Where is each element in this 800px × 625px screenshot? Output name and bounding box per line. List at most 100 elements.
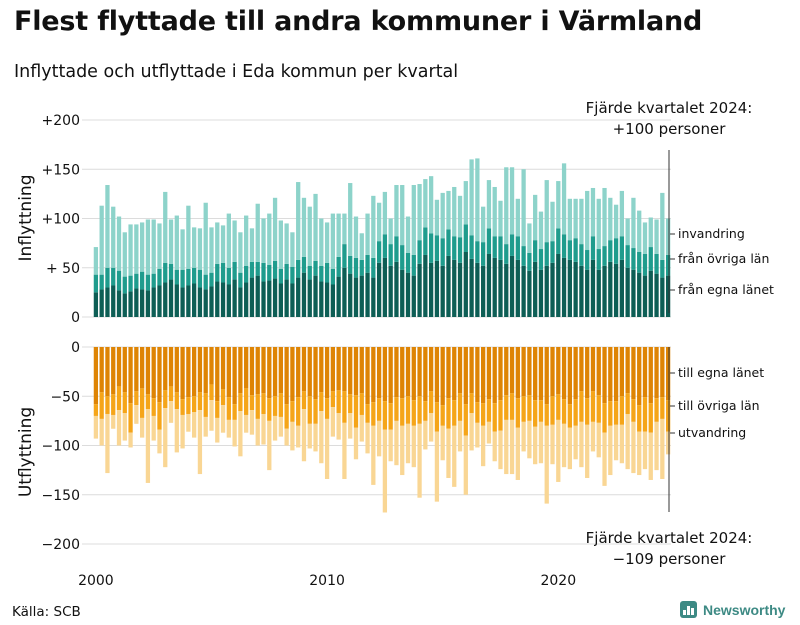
in-bar-abroad [99,205,104,275]
in-bar-own-county [388,265,393,317]
in-bar-own-county [475,262,480,317]
in-bar-abroad [128,224,133,276]
in-bar-other-county [423,227,428,255]
in-bar-own-county [515,259,520,317]
out-bar-own-county [330,347,336,392]
out-bar-abroad [296,425,301,448]
out-bar-abroad [625,413,630,470]
out-bar-other-county [428,391,434,413]
in-bar-abroad [486,180,492,229]
out-bar-abroad [417,423,422,498]
in-bar-own-county [238,287,243,317]
out-bar-own-county [139,347,145,389]
out-bar-own-county [324,347,330,399]
in-bar-other-county [515,236,520,260]
out-bar-other-county [463,404,468,436]
out-bar-other-county [99,392,104,419]
in-bar-other-county [99,274,104,290]
out-bar-own-county [134,347,139,392]
out-bar-other-county [301,391,307,410]
out-bar-abroad [215,417,220,443]
in-bar-own-county [394,261,399,317]
xtick-label: 2000 [78,573,114,589]
out-bar-own-county [232,347,237,405]
out-bar-other-county [660,397,665,419]
out-bar-other-county [533,400,538,427]
in-bar-abroad [642,222,648,254]
out-bar-abroad [116,410,122,446]
in-bar-own-county [538,269,544,317]
in-bar-other-county [411,254,416,276]
out-bar-own-county [423,347,428,402]
in-bar-abroad [469,159,474,236]
out-bar-other-county [359,393,364,415]
out-bar-abroad [475,422,480,448]
out-bar-other-county [197,392,203,411]
in-bar-abroad [319,218,324,266]
out-bar-own-county [180,347,185,400]
out-bar-other-county [238,393,243,412]
in-bar-own-county [111,285,116,317]
in-bar-other-county [504,244,509,264]
in-bar-own-county [509,255,515,317]
in-bar-own-county [469,258,474,317]
out-bar-other-county [486,399,492,422]
in-bar-abroad [376,202,382,242]
in-bar-other-county [492,236,497,258]
out-bar-own-county [342,347,347,392]
series-label-inflyttning: invandring [678,226,745,241]
source-note: Källa: SCB [12,604,81,620]
out-bar-other-county [336,390,341,413]
out-bar-other-county [446,398,451,429]
in-bar-own-county [590,259,596,317]
in-bar-other-county [238,272,243,288]
out-bar-other-county [469,393,474,413]
out-bar-abroad [585,424,590,478]
out-bar-own-county [556,347,561,395]
out-bar-other-county [319,392,324,412]
in-bar-own-county [596,269,601,317]
in-bar-abroad [382,191,388,235]
in-bar-own-county [411,275,416,317]
out-bar-own-county [163,347,168,391]
in-bar-own-county [348,273,353,317]
out-bar-other-county [567,404,572,428]
in-bar-other-county [203,274,208,290]
out-bar-own-county [122,347,127,393]
out-bar-own-county [192,347,197,397]
out-bar-other-county [284,404,289,429]
out-bar-own-county [475,347,480,403]
out-bar-own-county [353,347,359,396]
in-bar-other-county [481,242,486,266]
out-bar-other-county [573,399,578,426]
in-bar-own-county [602,265,607,317]
out-bar-other-county [93,404,99,416]
out-bar-own-county [365,347,370,405]
in-bar-abroad [533,194,538,241]
in-bar-other-county [122,276,127,294]
out-bar-other-county [232,404,237,420]
out-bar-other-county [157,402,162,430]
in-bar-own-county [365,272,370,317]
in-bar-abroad [168,219,174,264]
out-bar-own-county [313,347,318,400]
out-bar-abroad [608,425,613,476]
out-bar-own-county [527,347,532,396]
out-bar-abroad [336,413,341,440]
out-bar-own-county [665,347,671,401]
in-bar-abroad [498,200,503,237]
in-bar-abroad [348,183,353,256]
in-bar-abroad [579,198,584,245]
annotation-period-top: Fjärde kvartalet 2024: [586,99,753,117]
in-bar-other-county [457,237,463,263]
out-bar-abroad [307,423,312,449]
in-bar-other-county [521,246,526,266]
in-bar-other-county [168,263,174,280]
in-bar-own-county [168,279,174,317]
in-bar-abroad [446,190,451,230]
out-bar-abroad [278,416,283,437]
out-bar-abroad [509,419,515,475]
in-bar-own-county [544,265,549,317]
in-bar-other-county [348,255,353,274]
out-bar-other-county [625,393,630,414]
